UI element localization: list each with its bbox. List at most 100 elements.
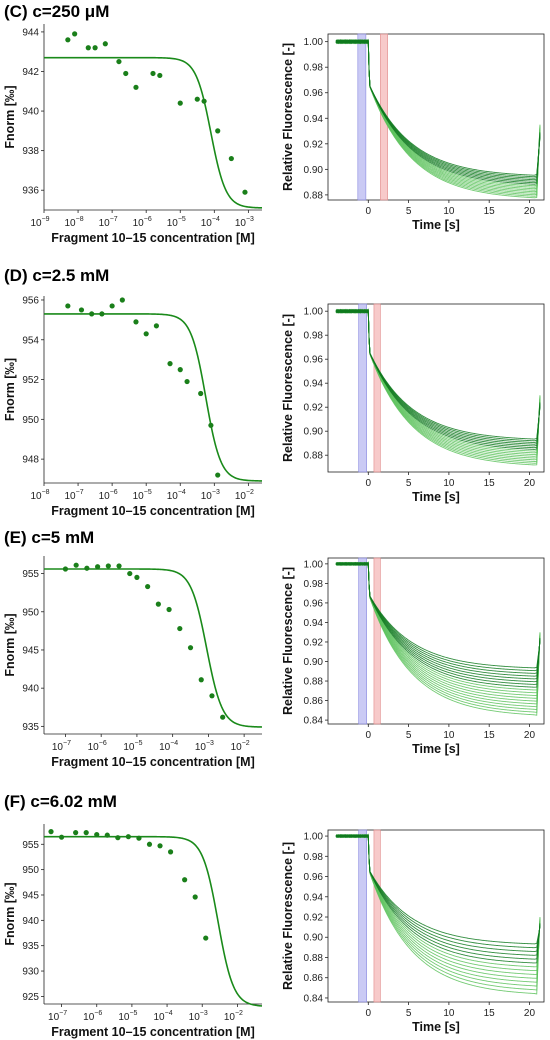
data-point [134, 574, 140, 580]
y-tick-label: 955 [22, 840, 39, 851]
plot-frame [327, 303, 545, 473]
fluorescence-trace [335, 38, 541, 178]
data-point [116, 563, 122, 569]
cold-region-band [358, 557, 367, 725]
y-tick-label: 0.98 [304, 331, 324, 342]
x-axis-title: Fragment 10–15 concentration [M] [51, 755, 255, 769]
x-tick-label: 5 [406, 1008, 412, 1019]
x-tick-label: 10−2 [231, 740, 250, 753]
x-tick-label: 10−7 [52, 740, 71, 753]
y-tick-label: 0.94 [304, 379, 324, 390]
data-point [167, 361, 173, 367]
x-tick-label: 10−9 [30, 216, 49, 229]
y-tick-label: 1.00 [304, 559, 324, 570]
y-axis-title: Fnorm [‰] [3, 85, 17, 148]
chart-f-fluorescence-traces: 0.84 0.86 0.88 0.90 0.92 0.94 0.96 0.98 1.00 0 5 10… [281, 829, 545, 1034]
data-point [167, 849, 174, 855]
y-axis-title: Relative Fluorescence [-] [281, 43, 295, 191]
data-point [92, 45, 98, 51]
y-tick-label: 940 [22, 916, 39, 927]
y-tick-label: 0.86 [304, 696, 324, 707]
y-tick-label: 944 [22, 27, 39, 38]
data-point [136, 835, 142, 841]
data-point [215, 128, 221, 134]
data-point [94, 832, 100, 838]
data-point [182, 877, 188, 883]
panel-title-f: (F) c=6.02 mM [4, 792, 117, 811]
data-point [184, 378, 190, 385]
y-tick-label: 950 [22, 415, 39, 426]
x-tick-label: 5 [406, 478, 412, 489]
data-point [166, 606, 172, 613]
data-point [208, 422, 214, 428]
y-tick-label: 935 [22, 941, 39, 952]
x-tick-label: 10−5 [118, 1010, 137, 1023]
y-tick-label: 0.86 [304, 973, 324, 984]
data-point [177, 367, 183, 373]
x-tick-label: 10−5 [167, 216, 186, 229]
x-axis-title: Time [s] [412, 742, 460, 756]
hot-region-band [373, 303, 381, 473]
y-tick-label: 940 [22, 684, 39, 695]
data-point [73, 830, 79, 836]
fluorescence-trace [335, 561, 541, 669]
data-point [198, 390, 204, 397]
x-tick-label: 0 [366, 206, 372, 217]
chart-c-binding-curve: 936 938 940 942 944 10−9 10−8 10−7 10−6 10−5 10−4 1… [3, 24, 263, 245]
data-point [194, 96, 200, 102]
data-point [78, 307, 85, 313]
x-tick-label: 10−4 [201, 216, 220, 229]
panel-title-d: (D) c=2.5 mM [4, 266, 110, 285]
data-point [85, 45, 91, 51]
x-axis-title: Time [s] [412, 218, 460, 232]
x-tick-label: 20 [524, 1008, 536, 1019]
data-point [99, 311, 105, 317]
data-point [84, 565, 90, 571]
x-axis-title: Fragment 10–15 concentration [M] [51, 1025, 255, 1039]
x-tick-label: 10−8 [30, 489, 49, 502]
data-point [116, 58, 122, 65]
data-point [65, 37, 71, 43]
y-tick-label: 0.84 [304, 716, 324, 727]
x-tick-label: 5 [406, 730, 412, 741]
x-tick-label: 10−4 [167, 489, 186, 502]
x-tick-label: 15 [484, 730, 496, 741]
data-point [203, 935, 209, 941]
fit-curve [44, 313, 263, 482]
x-tick-label: 10 [443, 478, 455, 489]
y-tick-label: 0.92 [304, 139, 324, 150]
x-tick-label: 10−7 [48, 1010, 67, 1023]
data-point [228, 155, 234, 162]
y-tick-label: 952 [22, 375, 39, 386]
x-tick-label: 10−3 [189, 1010, 208, 1023]
data-point [143, 331, 149, 337]
x-tick-label: 10−6 [88, 740, 107, 753]
data-point [119, 297, 125, 303]
fluorescence-trace [335, 833, 541, 945]
data-point [105, 563, 111, 569]
panel-title-e: (E) c=5 mM [4, 528, 95, 547]
fit-curve [44, 568, 263, 728]
y-tick-label: 948 [22, 455, 39, 466]
fit-curve [44, 56, 263, 209]
y-tick-label: 0.96 [304, 598, 324, 609]
data-point [153, 323, 160, 329]
data-point [150, 70, 156, 77]
data-point [102, 41, 108, 47]
data-point [157, 843, 163, 849]
data-point [73, 562, 79, 568]
y-tick-label: 0.90 [304, 657, 324, 668]
x-tick-label: 10−4 [159, 740, 178, 753]
x-tick-label: 10−6 [133, 216, 152, 229]
x-tick-label: 10−3 [235, 216, 254, 229]
chart-e-binding-curve: 935 940 945 950 955 10−7 10−6 10−5 10−4 10−3 10−2 F… [3, 556, 263, 769]
data-point [209, 693, 215, 699]
x-tick-label: 10−4 [154, 1010, 173, 1023]
x-tick-label: 10−3 [195, 740, 214, 753]
y-tick-label: 0.88 [304, 190, 324, 201]
plot-frame [327, 829, 545, 1003]
data-point [127, 570, 133, 577]
y-tick-label: 0.94 [304, 114, 324, 125]
x-tick-label: 20 [524, 206, 536, 217]
y-tick-label: 0.92 [304, 403, 324, 414]
